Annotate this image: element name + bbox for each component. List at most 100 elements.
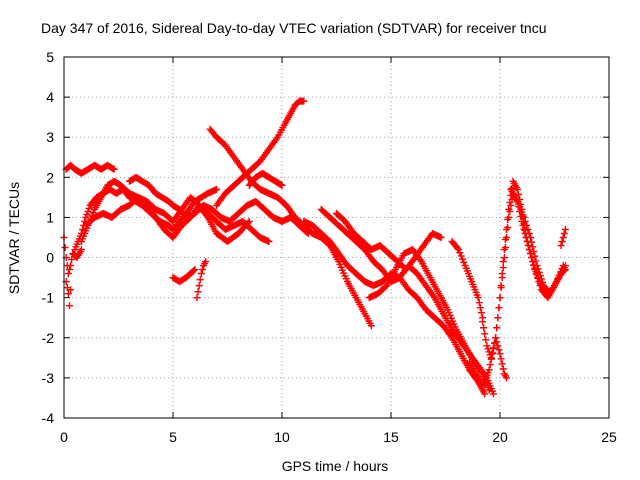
data-point	[532, 270, 540, 278]
data-point	[437, 234, 445, 241]
data-point	[244, 219, 252, 227]
data-point	[77, 246, 85, 254]
data-point	[558, 238, 566, 246]
data-point	[213, 185, 221, 193]
data-point	[500, 254, 508, 262]
data-point	[498, 274, 506, 282]
data-point	[507, 201, 515, 209]
data-point	[202, 258, 210, 266]
data-point	[527, 234, 535, 241]
data-point	[459, 255, 467, 263]
data-point	[453, 244, 461, 252]
data-point	[67, 286, 75, 294]
data-point	[495, 304, 503, 312]
y-tick-label: 5	[46, 49, 54, 65]
data-point	[481, 390, 489, 398]
x-tick-label: 15	[383, 429, 399, 445]
data-point	[497, 355, 505, 363]
data-point	[476, 304, 484, 312]
data-point	[520, 213, 528, 221]
data-point	[367, 322, 375, 330]
data-points	[60, 97, 569, 398]
data-point	[191, 266, 199, 274]
x-tick-label: 25	[601, 429, 617, 445]
series-track-v	[557, 225, 569, 250]
data-point	[557, 242, 565, 250]
x-tick-label: 20	[492, 429, 508, 445]
data-point	[532, 257, 540, 265]
data-point	[61, 244, 69, 252]
data-point	[504, 223, 512, 231]
data-point	[110, 165, 118, 173]
data-point	[495, 346, 503, 354]
data-point	[535, 268, 543, 276]
series-track-l	[245, 169, 286, 189]
y-tick-label: 2	[46, 169, 54, 185]
data-point	[245, 217, 253, 225]
data-point	[193, 294, 201, 302]
series-track-t	[492, 334, 511, 382]
data-point	[528, 254, 536, 262]
data-point	[485, 366, 493, 374]
series-track-j	[206, 125, 375, 330]
data-point	[64, 290, 72, 298]
data-point	[497, 284, 505, 292]
data-point	[499, 258, 507, 266]
data-point	[513, 185, 521, 193]
data-point	[531, 252, 539, 260]
data-point	[496, 294, 504, 302]
data-point	[524, 225, 532, 233]
data-point	[505, 213, 513, 221]
data-point	[64, 270, 72, 278]
data-point	[559, 262, 567, 270]
data-point	[555, 271, 563, 279]
series-track-a	[60, 234, 85, 278]
data-point	[79, 225, 87, 233]
data-point	[537, 275, 545, 283]
y-tick-label: -4	[42, 410, 55, 426]
data-point	[499, 264, 507, 272]
data-point	[561, 266, 569, 274]
data-point	[536, 272, 544, 280]
data-point	[278, 181, 286, 189]
y-tick-label: 4	[46, 89, 54, 105]
data-point	[489, 390, 497, 398]
data-point	[190, 267, 198, 275]
data-point	[554, 274, 562, 282]
data-point	[198, 266, 206, 274]
y-tick-label: -1	[42, 290, 55, 306]
data-point	[109, 165, 117, 173]
plot-frame	[63, 56, 610, 419]
data-point	[561, 225, 569, 233]
data-point	[89, 209, 97, 217]
data-point	[558, 265, 566, 273]
data-point	[524, 242, 532, 250]
series-track-p	[365, 246, 493, 394]
data-point	[455, 246, 463, 254]
data-point	[197, 270, 205, 278]
data-point	[493, 338, 501, 346]
data-point	[493, 324, 501, 332]
data-point	[521, 217, 529, 225]
data-point	[196, 276, 204, 284]
data-point	[65, 302, 73, 310]
data-point	[496, 350, 504, 358]
y-axis-label: SDTVAR / TECUs	[6, 182, 22, 294]
data-point	[553, 278, 561, 286]
series-track-c	[62, 161, 118, 177]
data-point	[533, 262, 541, 270]
data-point	[68, 256, 76, 264]
data-point	[67, 262, 75, 270]
data-point	[534, 265, 542, 273]
data-point	[503, 374, 511, 382]
data-point	[559, 234, 567, 241]
x-tick-label: 0	[60, 429, 68, 445]
data-point	[485, 386, 493, 394]
data-point	[194, 288, 202, 296]
data-point	[300, 97, 308, 105]
series-track-q	[448, 238, 487, 322]
data-point	[481, 330, 489, 338]
data-point	[525, 229, 533, 237]
data-point	[488, 349, 496, 357]
data-point	[529, 243, 537, 251]
